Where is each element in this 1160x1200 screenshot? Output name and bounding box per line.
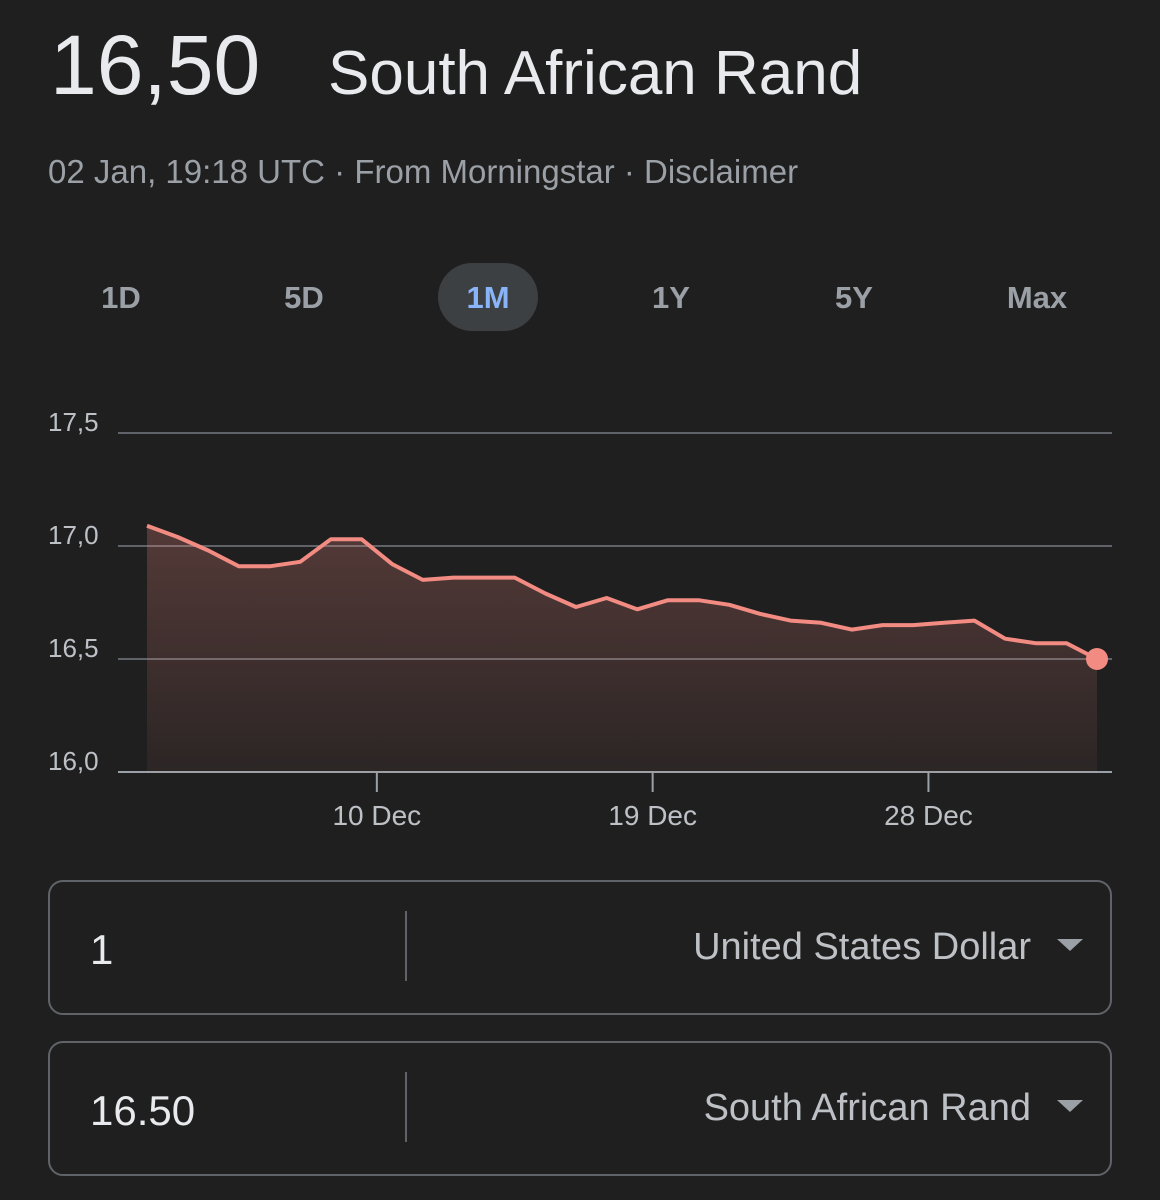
y-tick-label: 17,0 xyxy=(48,520,99,550)
target-currency: South African Rand xyxy=(328,39,862,108)
active-tab-pill xyxy=(438,263,538,331)
chart: 16,0 16,5 17,0 17,5 10 Dec 19 Dec 28 Dec xyxy=(48,407,1112,831)
range-tab[interactable]: Max xyxy=(1007,280,1068,315)
range-tab[interactable]: 1D xyxy=(101,280,141,315)
range-tab[interactable]: 1M xyxy=(466,280,509,315)
source[interactable]: From Morningstar xyxy=(354,153,614,190)
line xyxy=(146,523,1098,661)
x-tick-label: 28 Dec xyxy=(884,800,973,831)
range-tabs: 1D 5D 1M 1Y 5Y Max xyxy=(101,263,1068,331)
x-tick-label: 10 Dec xyxy=(332,800,421,831)
separator: · xyxy=(615,153,644,190)
currency-select[interactable]: South African Rand xyxy=(704,1087,1031,1129)
converter-box[interactable] xyxy=(48,1041,1112,1176)
converter-box[interactable] xyxy=(48,880,1112,1015)
converter: 1 United States Dollar 16.50 South African … xyxy=(48,880,1112,1176)
disclaimer[interactable]: Disclaimer xyxy=(644,153,798,190)
dropdown-caret[interactable] xyxy=(1057,939,1083,951)
dropdown-caret[interactable] xyxy=(1057,1100,1083,1112)
currency-select[interactable]: United States Dollar xyxy=(693,926,1031,968)
range-tab[interactable]: 1Y xyxy=(652,280,690,315)
y-tick-label: 17,5 xyxy=(48,407,99,437)
range-tab[interactable]: 5Y xyxy=(835,280,873,315)
amount-input[interactable]: 1 xyxy=(90,926,113,973)
amount-input[interactable]: 16.50 xyxy=(90,1087,195,1134)
area xyxy=(147,525,1097,772)
x-tick-label: 19 Dec xyxy=(608,800,697,831)
meta: 02 Jan, 19:18 UTC · From Morningstar · D… xyxy=(48,153,798,190)
range-tab[interactable]: 5D xyxy=(284,280,324,315)
y-tick-label: 16,5 xyxy=(48,633,99,663)
current-point xyxy=(1086,648,1108,670)
separator: · xyxy=(325,153,354,190)
rate: 16,50 xyxy=(50,18,260,112)
y-tick-label: 16,0 xyxy=(48,746,99,776)
timestamp: 02 Jan, 19:18 UTC xyxy=(48,153,325,190)
